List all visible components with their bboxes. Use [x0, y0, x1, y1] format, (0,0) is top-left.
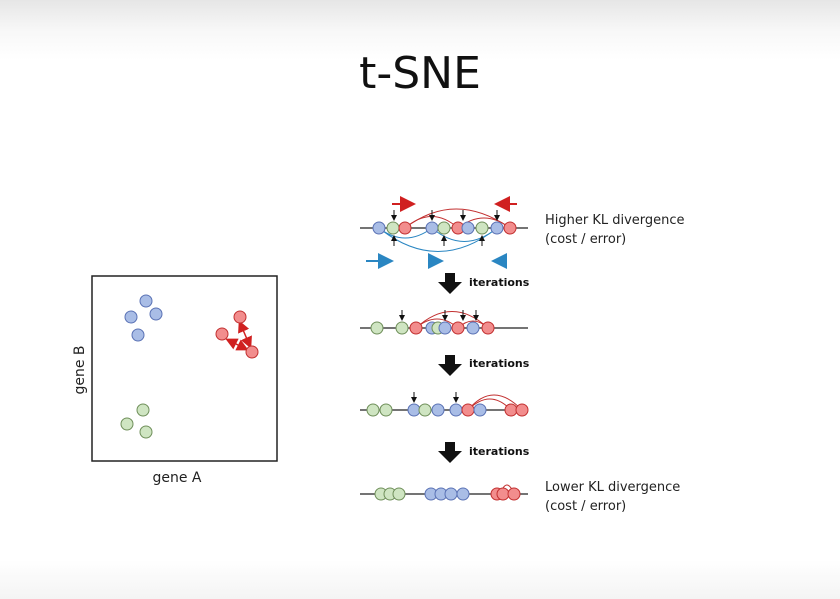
scatter-point-blue — [149, 307, 163, 321]
point-red — [496, 487, 510, 501]
big-down-arrow-icon — [438, 273, 462, 294]
scatter-point-red — [245, 345, 259, 359]
y-axis-label: gene B — [72, 345, 88, 394]
iteration-step: iterations — [438, 273, 530, 294]
scatter-point-red — [215, 327, 229, 341]
stage-label-line2: (cost / error) — [545, 232, 626, 247]
scatter-point-red — [233, 310, 247, 324]
point-red — [461, 403, 475, 417]
point-green — [366, 403, 380, 417]
stage-3 — [360, 392, 529, 417]
point-blue — [449, 403, 463, 417]
blue-arc — [431, 227, 498, 242]
big-down-arrow-icon — [438, 355, 462, 376]
stage-4: Lower KL divergence (cost / error) — [360, 480, 680, 514]
point-blue — [431, 403, 445, 417]
page-title: t-SNE — [359, 48, 481, 99]
point-green — [370, 321, 384, 335]
point-green — [418, 403, 432, 417]
point-red — [515, 403, 529, 417]
point-blue — [456, 487, 470, 501]
red-arc — [415, 311, 489, 329]
stage-2 — [360, 310, 528, 335]
scatter-point-blue — [139, 294, 153, 308]
point-blue — [425, 221, 439, 235]
point-blue — [372, 221, 386, 235]
stage-label-line1: Higher KL divergence — [545, 213, 685, 228]
scatter-plot: gene A gene B — [72, 275, 278, 486]
point-green — [395, 321, 409, 335]
scatter-point-green — [136, 403, 150, 417]
iteration-label: iterations — [469, 357, 530, 370]
x-axis-label: gene A — [152, 470, 201, 486]
scatter-arrow-red — [225, 338, 249, 351]
point-blue — [461, 221, 475, 235]
point-blue — [473, 403, 487, 417]
iteration-step: iterations — [438, 442, 530, 463]
iteration-step: iterations — [438, 355, 530, 376]
scatter-point-green — [120, 417, 134, 431]
point-green — [437, 221, 451, 235]
point-blue — [444, 487, 458, 501]
point-green — [379, 403, 393, 417]
point-red — [398, 221, 412, 235]
scatter-arrow-red — [238, 320, 252, 349]
point-red — [409, 321, 423, 335]
stage-1: Higher KL divergence (cost / error) — [360, 196, 685, 269]
point-red — [507, 487, 521, 501]
scatter-frame — [91, 275, 278, 462]
point-green — [475, 221, 489, 235]
point-red — [503, 221, 517, 235]
scatter-point-blue — [124, 310, 138, 324]
stage-label-line2: (cost / error) — [545, 499, 626, 514]
scatter-point-blue — [131, 328, 145, 342]
scatter-point-green — [139, 425, 153, 439]
point-blue — [490, 221, 504, 235]
point-green — [392, 487, 406, 501]
big-down-arrow-icon — [438, 442, 462, 463]
point-blue — [438, 321, 452, 335]
stage-label-line1: Lower KL divergence — [545, 480, 680, 495]
iteration-label: iterations — [469, 276, 530, 289]
point-blue — [466, 321, 480, 335]
point-blue — [407, 403, 421, 417]
point-red — [481, 321, 495, 335]
point-red — [504, 403, 518, 417]
point-green — [386, 221, 400, 235]
red-arc — [467, 394, 523, 411]
iteration-label: iterations — [469, 445, 530, 458]
point-red — [451, 321, 465, 335]
